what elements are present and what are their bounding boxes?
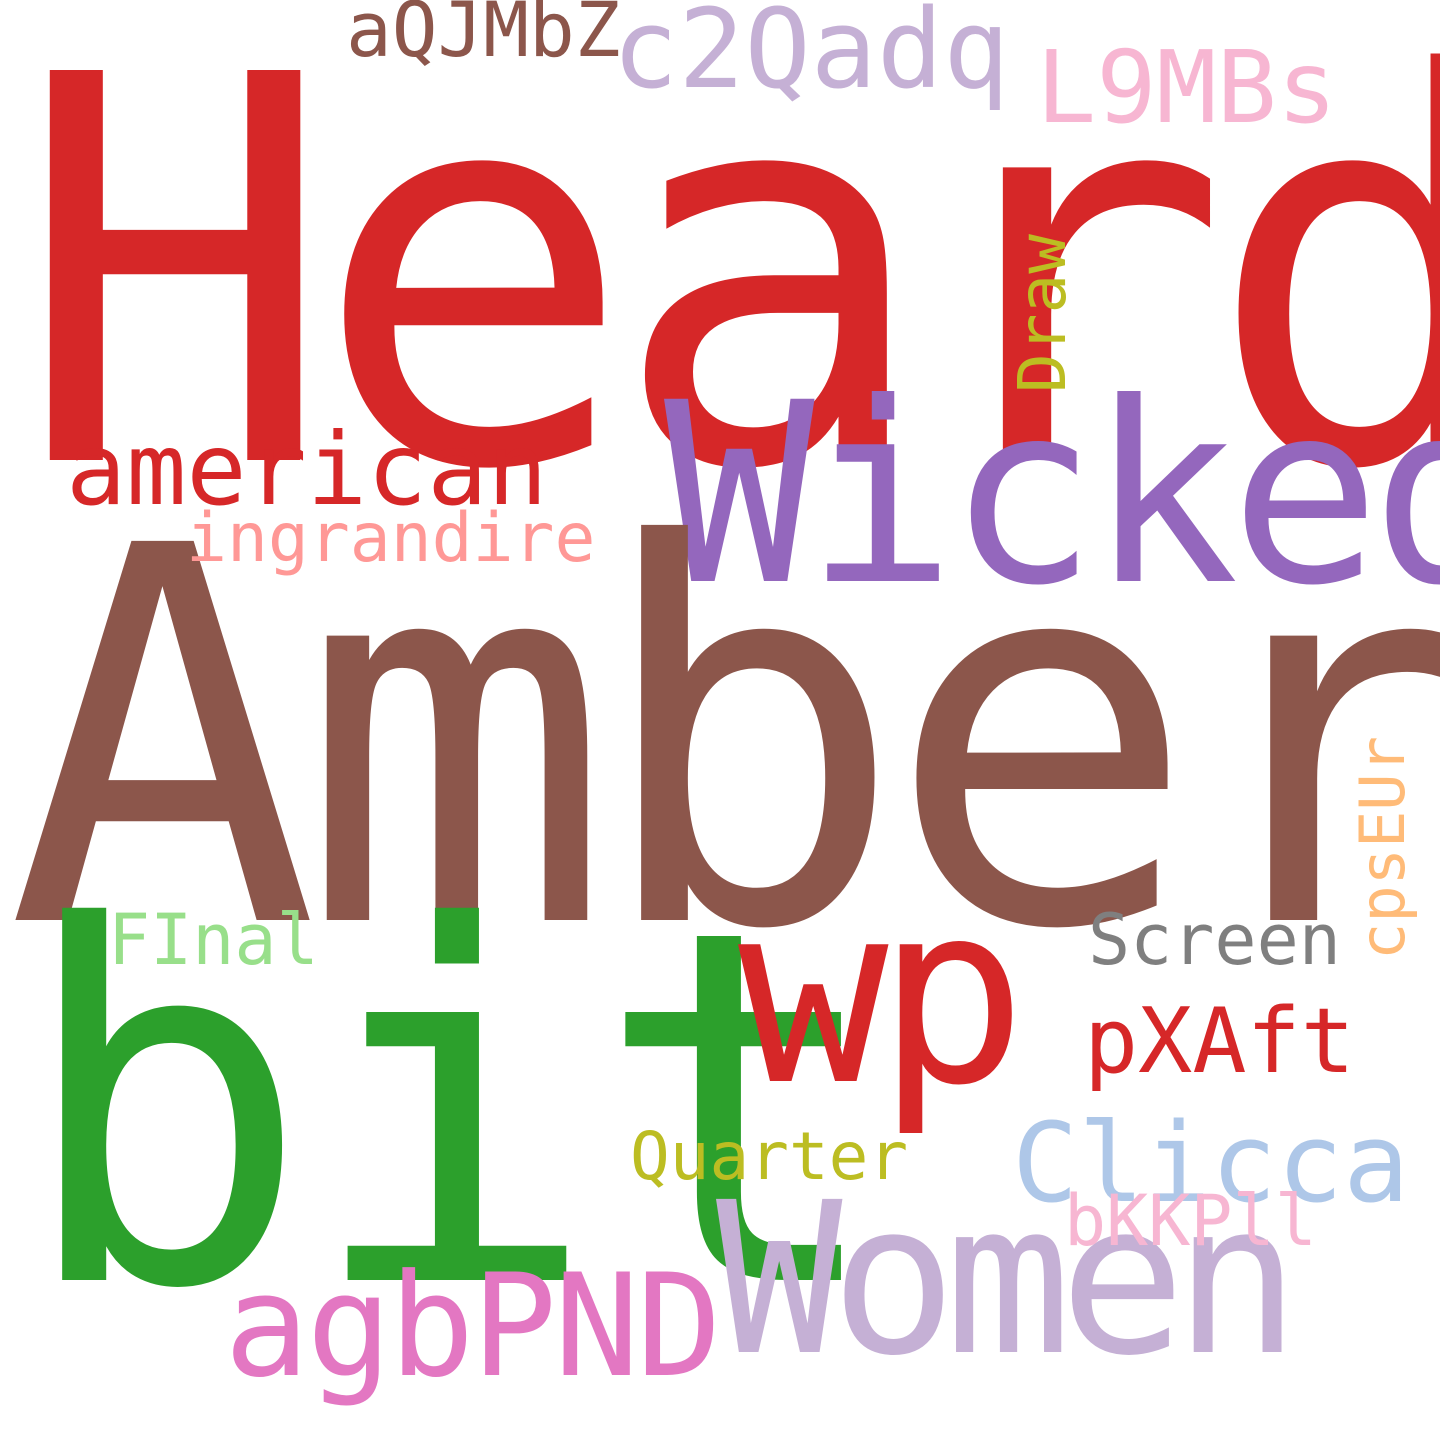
word-bit: bit [16,825,889,1396]
word-wicked: Wicked [664,349,1440,640]
word-draw: Draw [1004,234,1081,393]
word-pxaft: pXAft [1084,989,1355,1094]
word-ingrandire: ingrandire [186,499,596,578]
word-american: american [66,411,548,528]
word-cpseur: cpsEUr [1346,736,1419,960]
word-wp: wp [738,849,1027,1140]
word-bkkpll: bKKPll [1064,1180,1317,1262]
word-heard: Heard [14,0,1440,587]
word-agbpnd: agbPND [224,1244,722,1409]
word-quarter: Quarter [630,1118,909,1195]
word-clicca: Clicca [1012,1099,1410,1227]
word-screen: Screen [1088,899,1341,981]
word-amber: Amber [6,437,1440,1043]
word-women: Women [716,1157,1300,1402]
word-final: FInal [108,899,319,981]
word-c2qadq: c2Qadq [612,0,1010,113]
word-aqjmbz: aQJMbZ [346,0,621,74]
word-l9mbs: L9MBs [1036,29,1338,146]
